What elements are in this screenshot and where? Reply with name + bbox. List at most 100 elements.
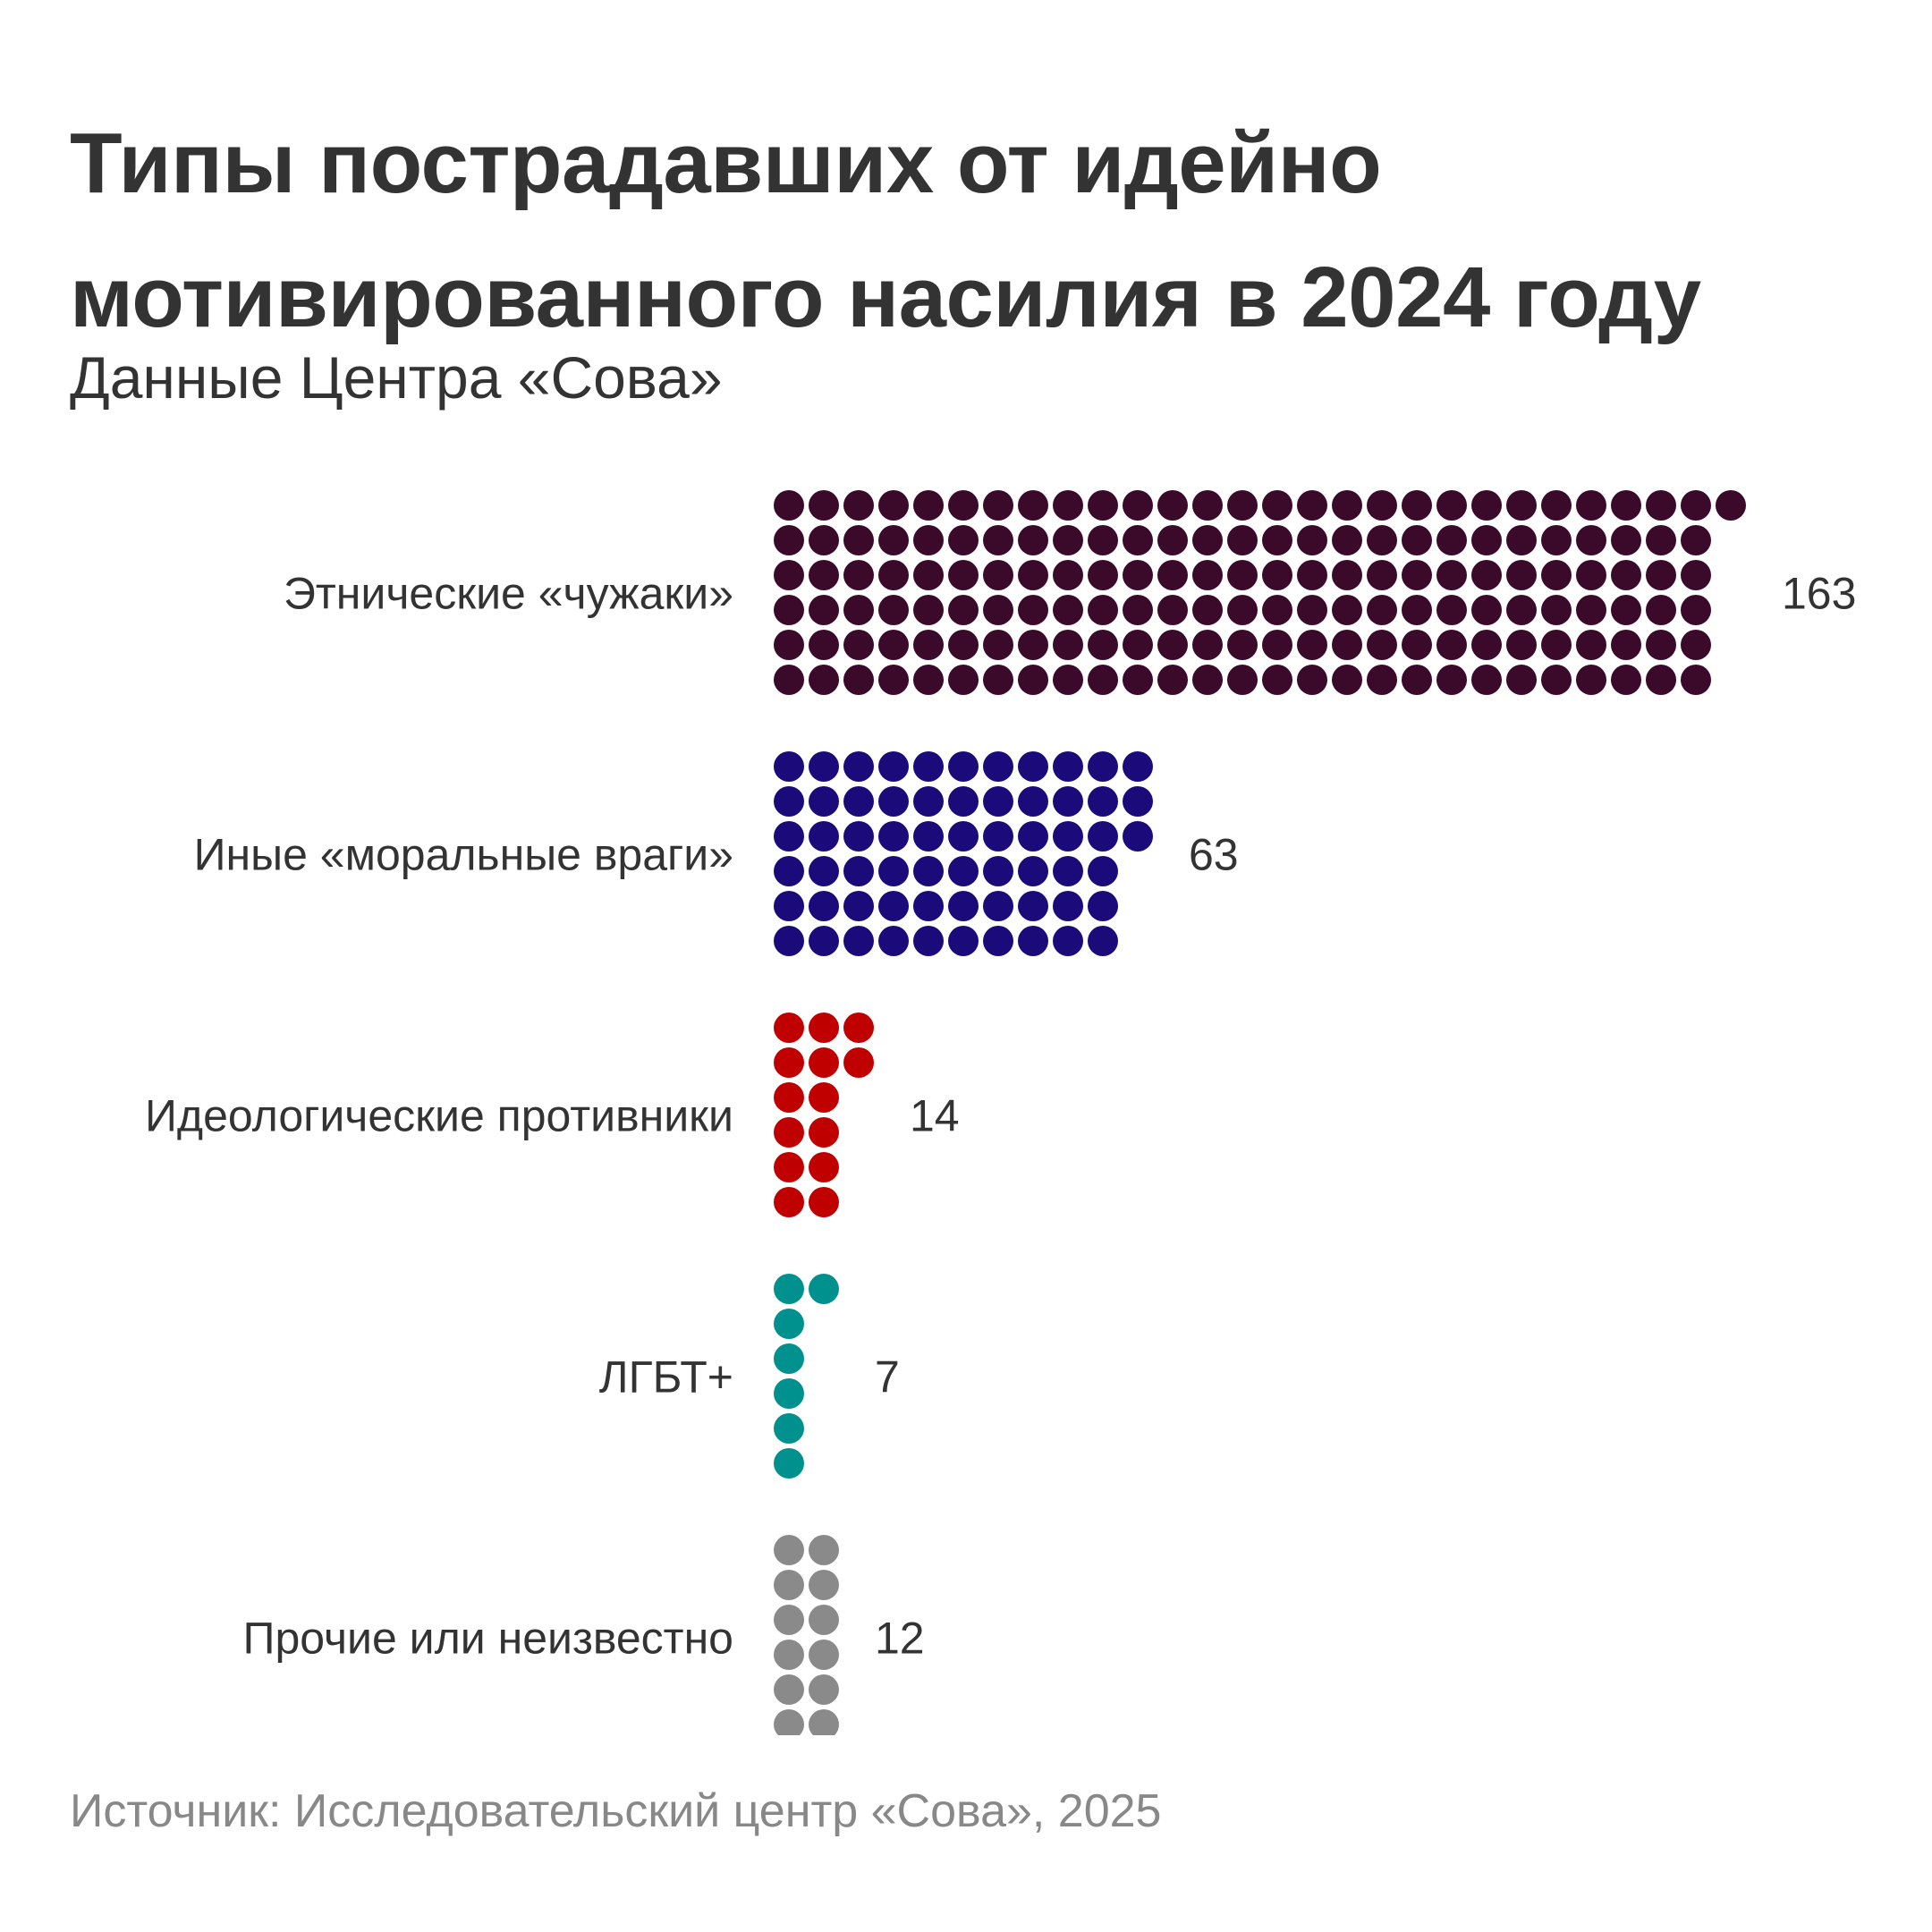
dot: [1576, 525, 1606, 555]
dot: [1123, 786, 1153, 817]
dot: [913, 595, 944, 625]
dot: [1297, 560, 1327, 590]
dot: [843, 821, 874, 852]
dot: [1018, 490, 1048, 521]
dot: [1541, 490, 1572, 521]
dot: [948, 856, 979, 886]
dot: [774, 926, 804, 956]
group-3: ЛГБТ+ 7: [599, 1274, 900, 1479]
dot: [878, 490, 909, 521]
dot: [809, 595, 839, 625]
chart-subtitle: Данные Центра «Сова»: [70, 344, 723, 411]
dot: [1018, 891, 1048, 921]
dot: [913, 525, 944, 555]
dot: [878, 786, 909, 817]
dot: [878, 751, 909, 782]
dot: [1332, 525, 1362, 555]
dot: [1123, 751, 1153, 782]
dot: [1053, 926, 1083, 956]
dot: [809, 665, 839, 695]
group-1: Иные «моральные враги» 63: [194, 751, 1239, 956]
dot: [1123, 560, 1153, 590]
dot: [913, 630, 944, 660]
dot: [1262, 525, 1292, 555]
category-label: Идеологические противники: [145, 1091, 733, 1141]
value-label: 14: [910, 1091, 960, 1141]
value-label: 7: [875, 1352, 900, 1402]
dot: [1262, 560, 1292, 590]
dot: [1088, 665, 1118, 695]
dot: [878, 560, 909, 590]
dot: [1436, 630, 1467, 660]
dot: [1053, 821, 1083, 852]
dot: [809, 1709, 839, 1735]
dot: [1123, 595, 1153, 625]
dot: [878, 891, 909, 921]
dot: [1332, 665, 1362, 695]
dot: [774, 1640, 804, 1670]
dot: [1506, 560, 1537, 590]
dot: [809, 630, 839, 660]
dot: [1332, 490, 1362, 521]
dot: [983, 630, 1013, 660]
dot: [809, 1274, 839, 1304]
dot: [1576, 630, 1606, 660]
dot: [1088, 595, 1118, 625]
dot: [1471, 595, 1502, 625]
dot: [1506, 630, 1537, 660]
dot: [774, 1448, 804, 1479]
dot: [913, 786, 944, 817]
dot: [774, 1343, 804, 1374]
dot: [843, 595, 874, 625]
dot: [1646, 665, 1676, 695]
category-label: ЛГБТ+: [599, 1352, 733, 1402]
dot: [1402, 560, 1432, 590]
dot: [1611, 665, 1641, 695]
dot: [774, 1047, 804, 1078]
dot: [1053, 560, 1083, 590]
dot: [1506, 490, 1537, 521]
dot: [913, 926, 944, 956]
dot: [774, 595, 804, 625]
dot: [1157, 560, 1188, 590]
dot: [809, 1117, 839, 1148]
dot: [878, 821, 909, 852]
dot: [878, 856, 909, 886]
dot: [809, 856, 839, 886]
dot: [1716, 490, 1746, 521]
dot: [1541, 525, 1572, 555]
dot: [1088, 926, 1118, 956]
dot: [809, 1047, 839, 1078]
dot: [809, 1674, 839, 1705]
dot: [1436, 560, 1467, 590]
dot: [774, 490, 804, 521]
dot: [913, 891, 944, 921]
dot: [1053, 665, 1083, 695]
dot: [913, 560, 944, 590]
chart-source: Источник: Исследовательский центр «Сова»…: [70, 1785, 1162, 1837]
dot: [774, 665, 804, 695]
dot: [1157, 665, 1188, 695]
dot: [809, 926, 839, 956]
dot: [1297, 595, 1327, 625]
dot: [983, 525, 1013, 555]
dot: [1681, 630, 1711, 660]
dot: [1053, 490, 1083, 521]
dot: [809, 560, 839, 590]
dot: [774, 821, 804, 852]
dot: [1123, 525, 1153, 555]
group-0: Этнические «чужаки» 163: [284, 490, 1856, 695]
dot: [1227, 525, 1258, 555]
dot: [1332, 595, 1362, 625]
dot: [809, 751, 839, 782]
dot: [1088, 891, 1118, 921]
dot: [1471, 630, 1502, 660]
dot: [843, 856, 874, 886]
dot: [1541, 595, 1572, 625]
dot: [983, 786, 1013, 817]
dot: [1262, 490, 1292, 521]
dot: [1088, 751, 1118, 782]
dot: [843, 891, 874, 921]
dot: [843, 1013, 874, 1043]
dot: [1576, 665, 1606, 695]
